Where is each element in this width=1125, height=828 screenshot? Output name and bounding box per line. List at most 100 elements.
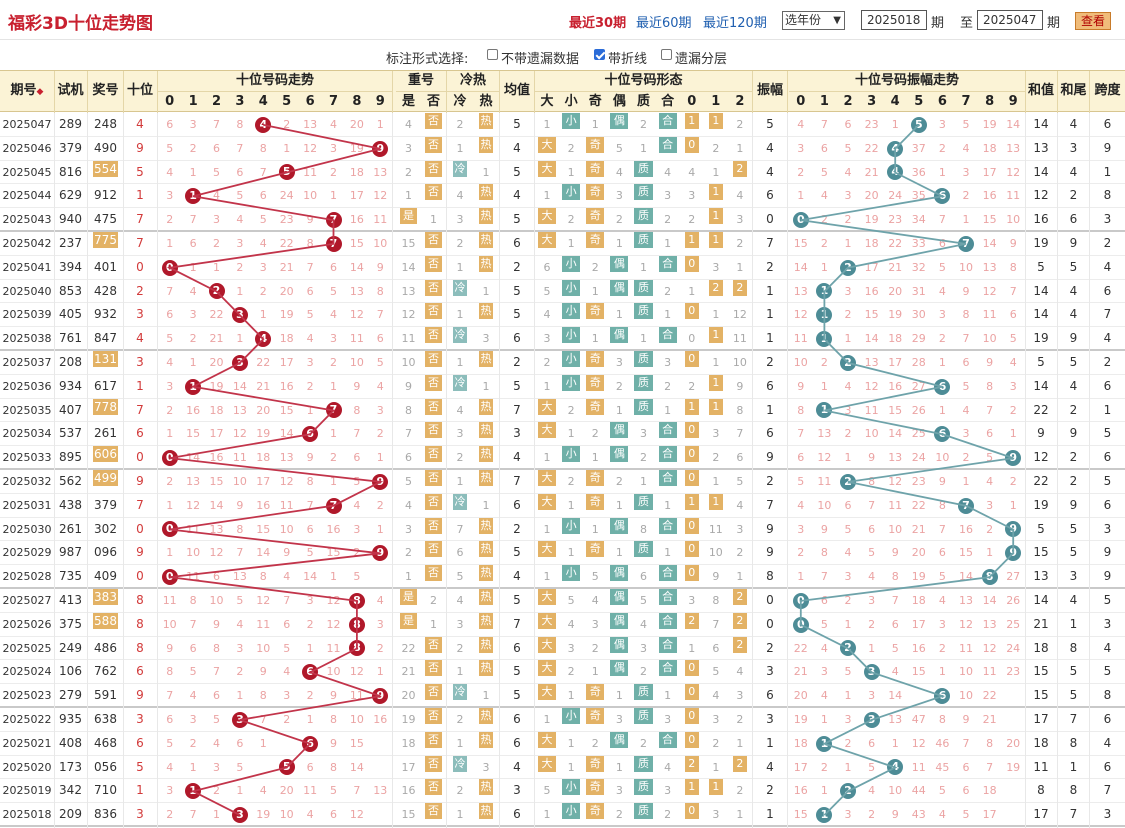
miss-cell: 17 (279, 356, 294, 369)
miss-cell: 2 (329, 165, 337, 179)
amp-miss-cell: 6 (868, 736, 876, 750)
col-amp-header: 振幅 (756, 83, 783, 98)
issue-cell: 2025020 (2, 760, 52, 774)
form-cell: 小 (562, 255, 581, 272)
miss-cell: 7 (376, 308, 384, 322)
span-cell: 9 (1103, 545, 1112, 560)
repeat-cell: 4 (405, 118, 412, 131)
repeat-cell: 1 (430, 213, 437, 227)
coldhot-cell: 热 (479, 351, 493, 367)
miss-cell: 2 (259, 284, 267, 298)
form-cell: 3 (591, 617, 599, 631)
amplitude-cell: 9 (766, 521, 774, 536)
form-cell: 偶 (610, 731, 629, 748)
form-cell: 大 (538, 422, 557, 439)
to-issue-input[interactable]: 2025047 (977, 10, 1043, 30)
amplitude-ball: 9 (1005, 545, 1022, 562)
col-amptrend-sub-header: 1 (819, 94, 829, 109)
coldhot-cell: 热 (479, 303, 493, 320)
issue-cell: 2025028 (2, 570, 52, 584)
form-cell: 3 (639, 427, 647, 441)
issue-cell: 2025019 (2, 784, 52, 798)
amp-miss-cell: 5 (820, 165, 828, 179)
miss-cell: 20 (279, 784, 294, 798)
table-row: 2025031 438 379 7 1 12 14 9 16 11 7 7 4 2 4 否冷 1 6 大 1 奇 1 质 1 1… (0, 493, 1125, 518)
form-cell: 合 (658, 612, 677, 629)
span-cell: 4 (1103, 259, 1112, 274)
header-separator (534, 71, 535, 113)
checkbox-no-miss[interactable] (487, 49, 498, 60)
miss-cell: 1 (306, 713, 314, 726)
year-select[interactable]: 选年份 ▼ (782, 11, 845, 30)
span-cell: 6 (1103, 450, 1112, 465)
amp-miss-cell: 3 (797, 141, 805, 155)
sum-cell: 11 (1033, 759, 1049, 774)
form-cell: 0 (684, 731, 699, 748)
miss-cell: 8 (259, 141, 267, 155)
link-recent-120[interactable]: 最近120期 (703, 16, 767, 31)
checkbox-miss-layer[interactable] (661, 49, 672, 60)
miss-cell: 1 (212, 808, 220, 822)
miss-cell: 7 (259, 713, 267, 726)
tail-cell: 5 (1069, 545, 1078, 560)
sum-cell: 21 (1033, 616, 1049, 631)
miss-cell: 5 (166, 141, 174, 155)
form-cell: 小 (562, 327, 581, 344)
test-number-cell: 735 (59, 569, 82, 584)
amp-miss-cell: 1 (844, 237, 852, 250)
from-issue-input[interactable]: 2025018 (861, 10, 927, 30)
link-recent-60[interactable]: 最近60期 (636, 16, 692, 31)
tens-ball: 1 (185, 188, 202, 205)
repeat-cell: 是 (400, 589, 417, 605)
checkbox-polyline[interactable] (594, 49, 605, 60)
link-recent-30[interactable]: 最近30期 (569, 16, 627, 31)
tens-ball: 4 (255, 116, 272, 133)
amp-miss-cell: 10 (817, 498, 832, 512)
header-separator (54, 71, 55, 113)
amp-miss-cell: 3 (797, 522, 805, 536)
amp-miss-cell: 7 (797, 427, 805, 441)
amp-miss-cell: 9 (891, 808, 899, 822)
miss-cell: 5 (236, 594, 244, 607)
form-cell: 2 (639, 451, 647, 465)
amp-miss-cell: 2 (962, 189, 970, 203)
tens-ball: 9 (372, 688, 389, 705)
amp-miss-cell: 1 (797, 189, 805, 203)
from-qi-label: 期 (931, 16, 945, 31)
miss-cell: 8 (166, 665, 174, 679)
amp-miss-cell: 8 (986, 736, 994, 750)
amp-miss-cell: 9 (868, 451, 876, 465)
miss-cell: 17 (256, 475, 271, 488)
col-issue-header[interactable]: 期号◆ (10, 83, 44, 98)
form-cell: 2 (615, 379, 623, 393)
tens-digit-cell: 4 (136, 117, 144, 131)
form-cell: 6 (712, 641, 720, 655)
sort-icon[interactable]: ◆ (36, 87, 44, 97)
miss-cell: 13 (232, 403, 247, 417)
header-divider (535, 91, 752, 92)
coldhot-cell: 冷 (453, 327, 467, 344)
miss-cell: 6 (283, 617, 291, 631)
form-cell: 1 (708, 113, 723, 129)
form-cell: 1 (543, 570, 551, 584)
prize-number-cell: 775 (93, 232, 118, 248)
header-separator (499, 71, 500, 113)
miss-cell: 5 (329, 784, 337, 798)
form-cell: 1 (639, 141, 647, 155)
form-cell: 1 (712, 356, 720, 369)
repeat-cell: 否 (425, 731, 442, 748)
form-cell: 1 (543, 451, 551, 465)
form-cell: 小 (562, 184, 581, 201)
amp-miss-cell: 13 (982, 617, 997, 631)
amp-miss-cell: 1 (844, 451, 852, 465)
amp-miss-cell: 14 (888, 689, 903, 703)
span-cell: 8 (1103, 688, 1112, 703)
view-button[interactable]: 查看 (1075, 12, 1111, 30)
miss-cell: 1 (236, 689, 244, 703)
form-cell: 2 (591, 427, 599, 441)
col-trend-sub-header: 3 (235, 94, 245, 109)
sum-cell: 19 (1033, 331, 1049, 346)
miss-cell: 9 (212, 617, 220, 631)
miss-cell: 4 (236, 213, 244, 227)
miss-cell (369, 756, 392, 780)
